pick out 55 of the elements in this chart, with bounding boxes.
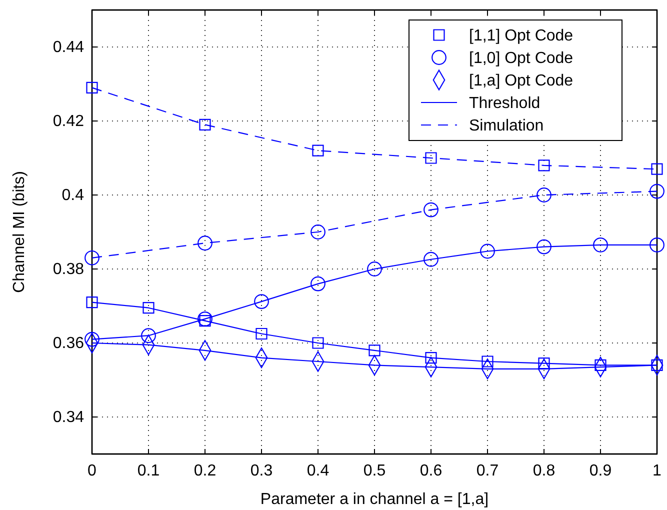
- y-tick-label: 0.38: [52, 261, 84, 278]
- point: [480, 244, 495, 259]
- y-tick-label: 0.42: [52, 113, 84, 130]
- point: [198, 236, 212, 251]
- point: [425, 152, 437, 164]
- point: [368, 344, 380, 356]
- point: [310, 224, 326, 240]
- x-tick-label: 0.4: [306, 462, 330, 480]
- x-axis-title: Parameter a in channel a = [1,a]: [260, 491, 489, 508]
- point: [593, 238, 608, 252]
- point: [199, 315, 211, 327]
- point: [425, 352, 437, 364]
- point: [86, 82, 98, 94]
- legend-label: [1,a] Opt Code: [469, 72, 574, 90]
- point: [482, 356, 494, 368]
- point: [86, 296, 98, 308]
- point: [310, 276, 326, 292]
- point: [650, 184, 664, 199]
- y-tick-label: 0.4: [62, 187, 84, 204]
- point: [254, 294, 269, 310]
- x-tick-label: 0: [88, 462, 97, 480]
- legend-label: Threshold: [469, 95, 540, 112]
- x-tick-label: 0.3: [250, 462, 273, 480]
- point: [424, 252, 438, 267]
- point: [312, 337, 324, 349]
- point: [256, 328, 268, 340]
- x-tick-label: 0.8: [532, 462, 556, 480]
- x-tick-label: 0.6: [420, 462, 442, 480]
- point: [199, 118, 211, 130]
- y-axis-title: Channel MI (bits): [11, 171, 28, 293]
- x-tick-label: 0.7: [476, 462, 499, 480]
- point: [536, 188, 552, 202]
- y-tick-label: 0.44: [52, 39, 84, 56]
- x-tick-label: 0.2: [194, 462, 216, 480]
- y-tick-label: 0.36: [52, 335, 84, 352]
- point: [424, 202, 438, 218]
- point: [536, 239, 552, 254]
- point: [538, 160, 550, 172]
- point: [84, 250, 100, 266]
- x-tick-label: 0.9: [589, 462, 612, 480]
- point: [650, 238, 664, 252]
- y-tick-label: 0.34: [52, 409, 84, 426]
- point: [367, 262, 382, 276]
- legend-label: [1,0] Opt Code: [469, 50, 574, 68]
- point: [141, 328, 156, 344]
- point: [198, 312, 212, 326]
- point: [312, 144, 324, 156]
- point: [651, 163, 663, 175]
- point: [142, 302, 154, 314]
- legend-label: Simulation: [469, 118, 544, 135]
- legend-label: [1,1] Opt Code: [469, 28, 574, 45]
- x-tick-label: 1: [652, 462, 662, 480]
- point: [84, 332, 100, 347]
- x-tick-label: 0.5: [363, 462, 386, 480]
- x-tick-label: 0.1: [137, 462, 160, 480]
